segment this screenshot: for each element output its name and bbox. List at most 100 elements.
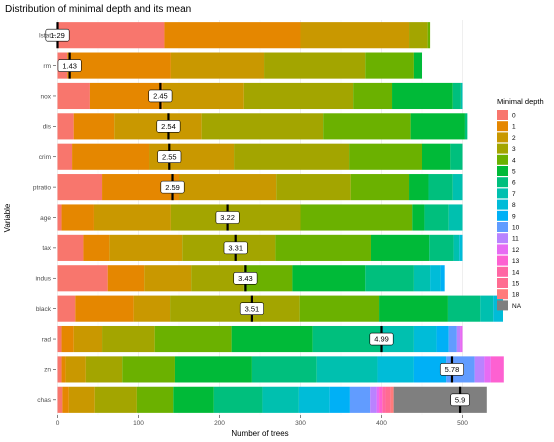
mean-label-box	[369, 332, 394, 346]
mean-label: 3.22	[220, 213, 235, 222]
mean-markers: 1.29 1.43 2.45 2.54 2.55 2.59 3.22 3.31 3.43 3.51…	[45, 22, 470, 413]
bar-segment	[179, 174, 277, 201]
mean-label: 5.9	[455, 396, 465, 405]
legend-label: 15	[512, 281, 520, 288]
bar-segment	[264, 52, 366, 79]
bar-segment	[201, 113, 324, 140]
bar-segment	[73, 325, 103, 353]
bar-segment	[300, 22, 410, 49]
bar-segment	[57, 356, 62, 383]
y-tick-label: age	[40, 215, 51, 222]
bar-segment	[61, 356, 66, 383]
mean-label-box	[57, 59, 82, 72]
x-tick-label: 0	[56, 420, 60, 427]
bar-segment	[213, 386, 263, 413]
bar-segment	[65, 356, 86, 383]
bar-segment	[377, 356, 414, 383]
chart-title: Distribution of minimal depth and its me…	[5, 4, 191, 15]
mean-label-box	[156, 120, 181, 133]
legend-label: 10	[512, 225, 520, 232]
y-tick-label: lstat	[39, 32, 51, 39]
legend-swatch	[497, 132, 508, 143]
legend-label: 5	[512, 169, 516, 176]
bar-segment	[440, 265, 445, 292]
bar-segment	[430, 265, 441, 292]
legend-label: 1	[512, 124, 516, 131]
bar-segment	[68, 386, 95, 413]
bar-segment	[410, 113, 465, 140]
bar-segment	[452, 82, 461, 110]
bar-segment	[365, 52, 414, 79]
legend-label: NA	[512, 303, 522, 310]
legend-swatch	[497, 177, 508, 188]
bar-segment	[453, 234, 460, 261]
legend-swatch	[497, 222, 508, 232]
y-tick-label: ptratio	[33, 184, 51, 191]
bar-segment	[450, 143, 463, 170]
bar-segment	[57, 113, 74, 140]
mean-label: 3.43	[238, 274, 253, 283]
bar-segment	[474, 356, 485, 383]
legend-label: 3	[512, 146, 516, 153]
bar-segment	[57, 295, 76, 322]
legend-label: 2	[512, 135, 516, 142]
bar-segment	[459, 234, 463, 261]
bar-segment	[174, 356, 252, 383]
y-tick-label: dis	[43, 124, 52, 131]
bar-segment	[102, 325, 155, 353]
bar-segment	[62, 386, 69, 413]
bar-segment	[393, 386, 487, 413]
bar-segment	[144, 265, 192, 292]
legend-label: 7	[512, 191, 516, 198]
mean-label-box	[215, 211, 240, 224]
bar-segment	[349, 143, 422, 170]
bar-segment	[243, 82, 354, 110]
x-tick-label: 300	[295, 420, 306, 427]
bar-segment	[275, 234, 371, 261]
mean-label: 1.29	[50, 31, 65, 40]
legend-label: 6	[512, 180, 516, 187]
bar-segment	[382, 386, 386, 413]
bar-segment	[379, 386, 383, 413]
y-tick-label: rm	[43, 63, 51, 70]
legend-label: 12	[512, 247, 520, 254]
legend-swatch	[497, 110, 508, 120]
legend-swatch	[497, 166, 508, 176]
bar-segment	[316, 356, 378, 383]
bar-segment	[299, 295, 380, 322]
bar-segment	[83, 234, 110, 261]
mean-label: 5.78	[445, 365, 460, 374]
bar-segment	[413, 52, 422, 79]
mean-label-box	[239, 302, 264, 315]
mean-label: 1.43	[62, 61, 77, 70]
bar-segment	[429, 234, 454, 261]
bar-segment	[262, 386, 299, 413]
bar-segment	[428, 174, 453, 201]
mean-label-box	[157, 150, 182, 164]
bar-segment	[452, 174, 463, 201]
bar-segment	[490, 356, 504, 383]
bar-segment	[73, 113, 115, 140]
bar-segment	[251, 356, 317, 383]
bar-segment	[412, 204, 425, 231]
bar-segment	[122, 356, 175, 383]
x-axis: 0 100 200 300 400 500	[56, 415, 468, 427]
legend-label: 11	[512, 236, 519, 243]
mean-label: 2.45	[153, 92, 168, 101]
legend-swatch	[497, 210, 508, 221]
bar-segment	[448, 325, 457, 353]
bar-segment	[57, 386, 63, 413]
y-axis: lstat rm nox dis crim ptratio age tax indus black…	[33, 32, 56, 404]
bar-segment	[170, 52, 265, 79]
bar-segment	[379, 295, 448, 322]
bar-segment	[436, 325, 449, 353]
y-tick-label: black	[36, 306, 52, 313]
bar-segment	[370, 234, 430, 261]
x-tick-label: 400	[376, 420, 387, 427]
bar-segment	[349, 386, 371, 413]
bar-segment	[424, 204, 449, 231]
mean-label-box	[148, 89, 173, 103]
bar-segment	[464, 113, 468, 140]
y-tick-label: tax	[42, 245, 51, 252]
legend-swatch	[497, 233, 508, 244]
